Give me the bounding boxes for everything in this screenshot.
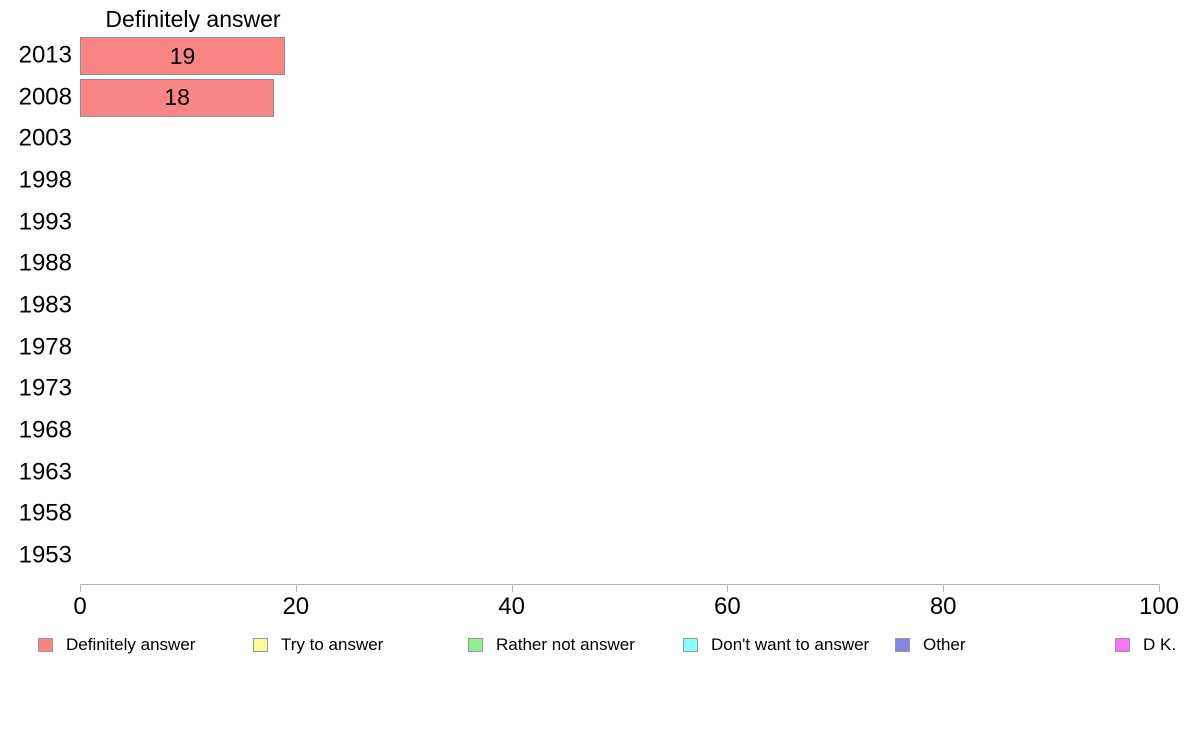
legend-item: Don't want to answer <box>683 635 870 654</box>
legend-swatch-icon <box>468 638 483 652</box>
bar-2008: 18 <box>80 78 275 117</box>
legend-label: Definitely answer <box>66 635 196 654</box>
y-axis-label: 1983 <box>18 291 72 319</box>
x-axis-tick <box>80 584 81 592</box>
legend-swatch-icon <box>1115 638 1130 652</box>
legend-item: Try to answer <box>253 635 384 654</box>
y-axis-label: 1958 <box>18 499 72 527</box>
bar-value-label: 19 <box>169 42 196 69</box>
legend-label: Don't want to answer <box>711 635 870 654</box>
x-axis-tick-label: 80 <box>929 593 957 620</box>
y-axis-label: 1953 <box>18 541 72 569</box>
legend-label: Rather not answer <box>496 635 635 654</box>
legend-swatch-icon <box>253 638 268 652</box>
x-axis-tick <box>943 584 945 592</box>
legend-item: Definitely answer <box>38 635 196 654</box>
x-axis-tick <box>727 584 729 592</box>
y-axis-label: 1988 <box>18 249 72 277</box>
x-axis-line <box>80 584 1159 585</box>
bar-value-label: 18 <box>164 84 190 111</box>
y-axis-label: 1993 <box>18 208 72 236</box>
legend-swatch-icon <box>38 638 53 652</box>
legend-item: D K. <box>1115 635 1177 654</box>
x-axis-tick-label: 40 <box>498 593 525 620</box>
y-axis-label: 2013 <box>18 41 72 69</box>
legend-item: Other <box>895 635 966 654</box>
legend-swatch-icon <box>895 638 910 652</box>
y-axis-label: 1973 <box>18 374 72 402</box>
y-axis-label: 2003 <box>18 124 72 152</box>
x-axis-tick-label: 0 <box>73 593 87 620</box>
legend-swatch-icon <box>683 638 698 652</box>
legend-label: D K. <box>1143 635 1177 654</box>
legend-item: Rather not answer <box>468 635 635 654</box>
x-axis-tick-label: 60 <box>714 593 741 620</box>
x-axis-tick <box>511 584 513 592</box>
legend-label: Try to answer <box>281 635 384 654</box>
bar-2013: 19 <box>80 37 285 75</box>
y-axis-label: 1968 <box>18 416 72 444</box>
x-axis-tick <box>295 584 297 592</box>
chart-title: Definitely answer <box>105 6 281 32</box>
y-axis-label: 1998 <box>18 166 72 194</box>
y-axis-label: 1978 <box>18 333 72 361</box>
y-axis-label: 1963 <box>18 458 72 486</box>
x-axis-tick-label: 100 <box>1138 593 1180 620</box>
y-axis-label: 2008 <box>18 83 72 111</box>
x-axis-tick <box>1159 584 1160 592</box>
legend-label: Other <box>923 635 966 654</box>
x-axis-tick-label: 20 <box>282 593 310 620</box>
